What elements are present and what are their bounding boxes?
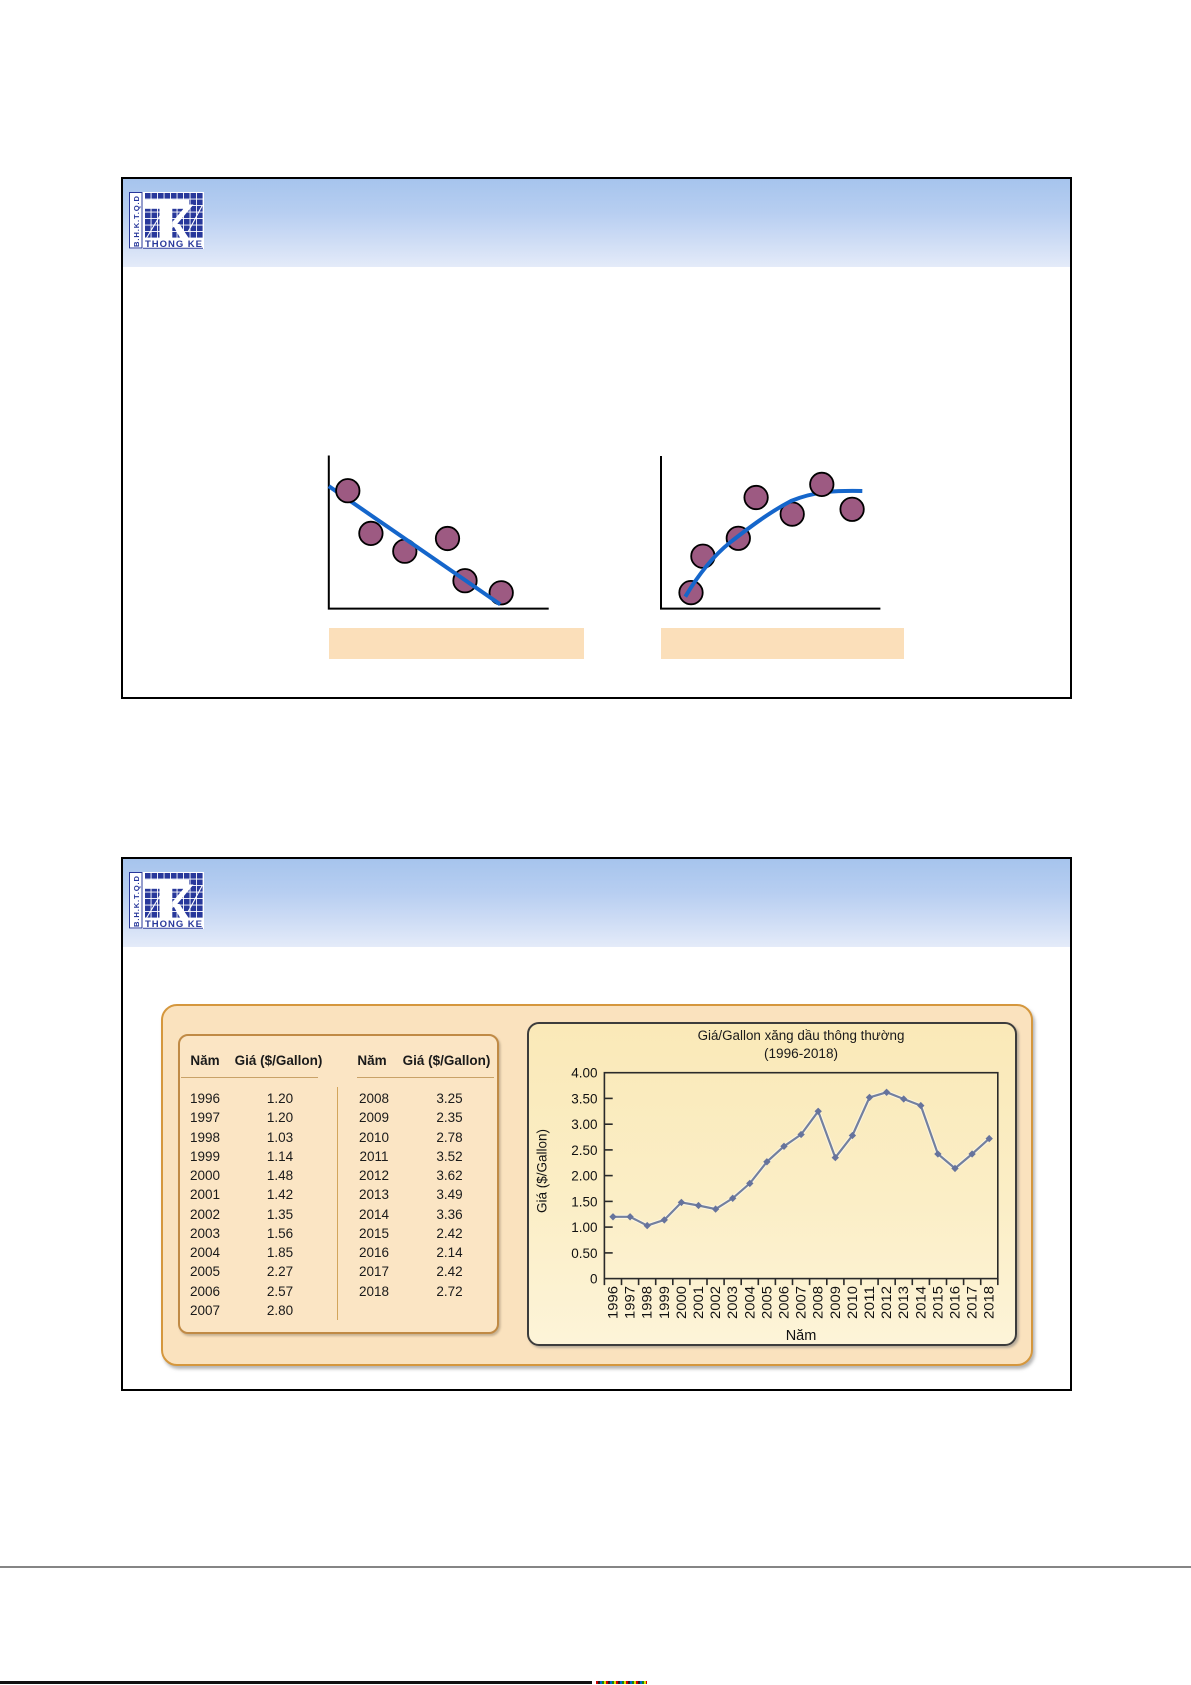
svg-text:THONG KE: THONG KE <box>145 239 202 249</box>
svg-text:2016: 2016 <box>948 1286 963 1319</box>
svg-text:2006: 2006 <box>777 1286 792 1319</box>
svg-text:2013: 2013 <box>896 1286 911 1319</box>
svg-text:B.H.K.T.Q.D: B.H.K.T.Q.D <box>132 875 141 927</box>
svg-text:2011: 2011 <box>862 1286 877 1319</box>
svg-text:(1996-2018): (1996-2018) <box>764 1046 838 1061</box>
svg-text:2002: 2002 <box>708 1286 723 1319</box>
svg-text:2003: 2003 <box>725 1286 740 1319</box>
svg-text:2008: 2008 <box>811 1286 826 1319</box>
svg-text:0.50: 0.50 <box>571 1246 597 1261</box>
svg-text:Giá ($/Gallon): Giá ($/Gallon) <box>535 1129 550 1213</box>
svg-text:2000: 2000 <box>674 1286 689 1319</box>
svg-text:THONG KE: THONG KE <box>145 919 202 929</box>
svg-text:2014: 2014 <box>913 1285 928 1319</box>
svg-text:2010: 2010 <box>845 1286 860 1319</box>
svg-text:2.00: 2.00 <box>571 1169 597 1184</box>
svg-text:2018: 2018 <box>982 1286 997 1319</box>
svg-text:1997: 1997 <box>623 1286 638 1319</box>
svg-text:Giá/Gallon xăng dầu thông thườ: Giá/Gallon xăng dầu thông thường <box>698 1028 905 1043</box>
svg-text:2009: 2009 <box>828 1286 843 1319</box>
svg-text:2005: 2005 <box>759 1286 774 1319</box>
svg-text:2012: 2012 <box>879 1286 894 1319</box>
svg-text:4.00: 4.00 <box>571 1066 597 1081</box>
svg-text:1999: 1999 <box>657 1286 672 1319</box>
svg-text:3.00: 3.00 <box>571 1117 597 1132</box>
svg-text:0: 0 <box>590 1272 598 1287</box>
svg-text:B.H.K.T.Q.D: B.H.K.T.Q.D <box>132 195 141 247</box>
svg-text:1.50: 1.50 <box>571 1194 597 1209</box>
svg-text:1998: 1998 <box>640 1286 655 1319</box>
svg-text:2004: 2004 <box>742 1285 757 1319</box>
svg-text:1.00: 1.00 <box>571 1220 597 1235</box>
svg-text:2015: 2015 <box>930 1286 945 1319</box>
svg-text:1996: 1996 <box>606 1286 621 1319</box>
svg-text:2001: 2001 <box>691 1286 706 1319</box>
svg-text:Năm: Năm <box>786 1328 817 1344</box>
svg-text:2007: 2007 <box>794 1286 809 1319</box>
svg-text:2017: 2017 <box>965 1286 980 1319</box>
svg-text:2.50: 2.50 <box>571 1143 597 1158</box>
svg-text:3.50: 3.50 <box>571 1091 597 1106</box>
